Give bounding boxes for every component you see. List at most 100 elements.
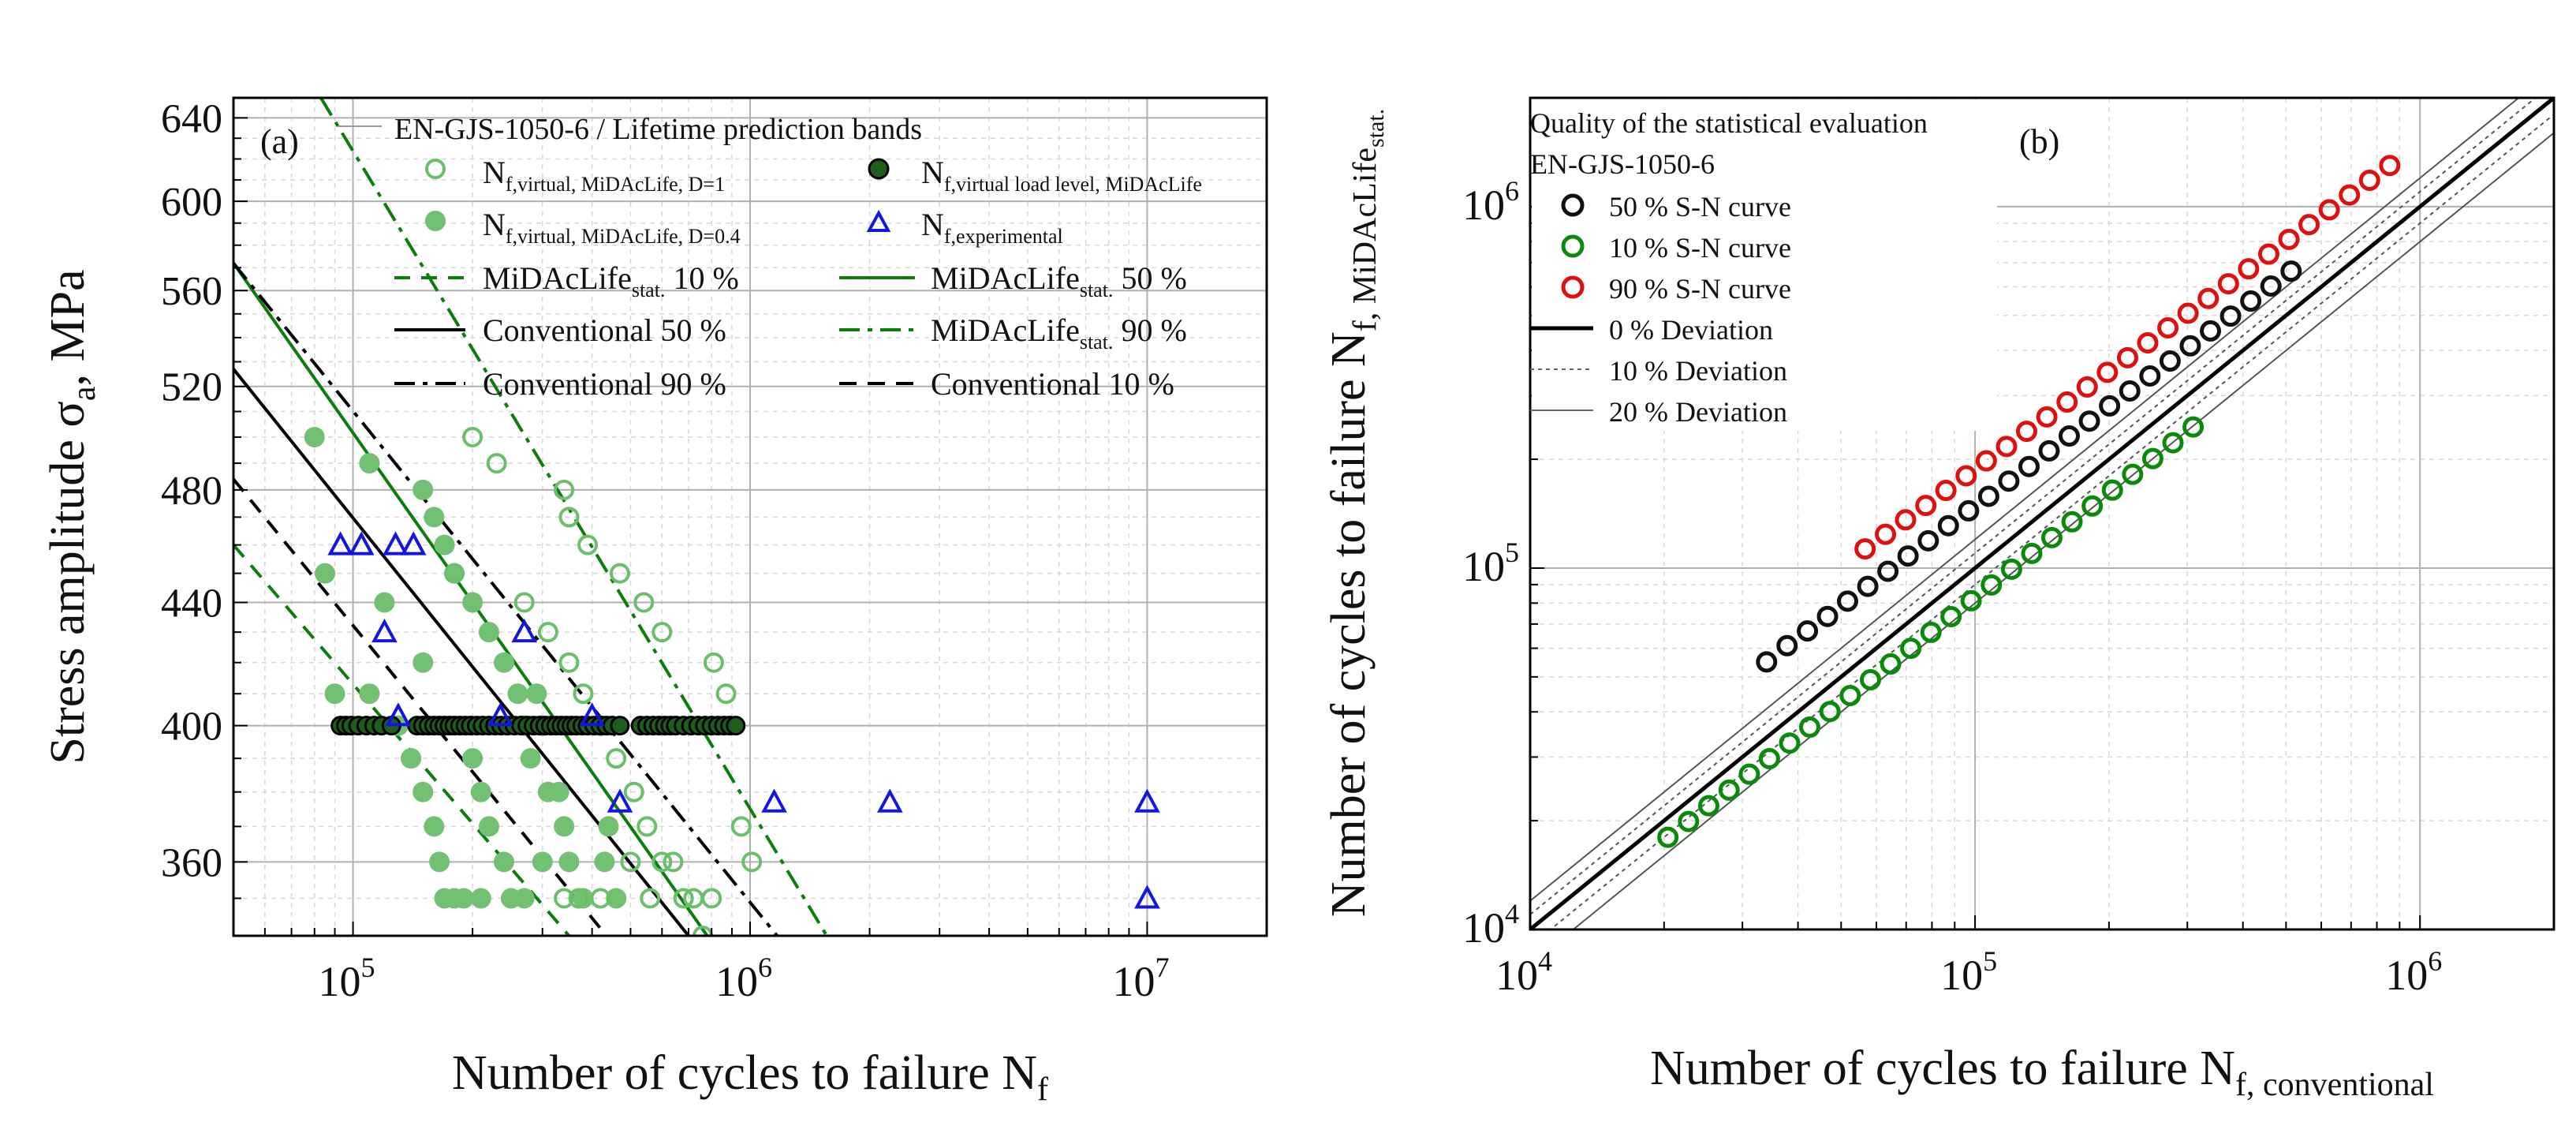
data-point-circle <box>2015 421 2037 443</box>
data-point-circle <box>2056 391 2078 413</box>
data-point-filled <box>493 851 514 873</box>
data-point-filled <box>434 534 455 555</box>
data-point-filled <box>462 592 483 613</box>
panel-a-ylabel: Stress amplitude σa, MPa <box>41 269 103 764</box>
data-point-filled <box>359 453 380 474</box>
data-point-circle <box>2257 243 2279 265</box>
data-point-open <box>663 851 684 873</box>
data-point-circle <box>1981 574 2003 596</box>
data-point-circle <box>2298 214 2320 236</box>
data-point-filled <box>554 816 575 837</box>
data-point-filled <box>359 683 380 705</box>
deviation-line <box>1572 132 2554 929</box>
data-point-filled <box>573 888 594 909</box>
panel-a-legend: EN-GJS-1050-6 / Lifetime prediction band… <box>338 113 1202 402</box>
legend-sn90-marker <box>1561 275 1585 299</box>
data-point-circle <box>1738 763 1760 785</box>
data-point-open <box>637 816 658 837</box>
data-point-open <box>715 683 737 705</box>
data-point-experimental <box>761 788 787 813</box>
series-line <box>233 544 570 936</box>
data-point-circle <box>1958 499 1980 522</box>
panel-b-legend-bg <box>1532 99 1997 431</box>
data-point-circle <box>2021 542 2043 564</box>
panel-b: 104 105 106 104 105 106 (b) Quality of the st… <box>1322 96 2555 1103</box>
data-point-circle <box>1798 716 1820 739</box>
panel-a: 360 400 440 480 520 560 600 640 105 106 107 (a) EN… <box>41 96 1268 1108</box>
legend-item-conv90: Conventional 90 % <box>483 366 726 402</box>
y-tick-label: 105 <box>1462 537 1519 590</box>
x-tick-label: 105 <box>1940 945 1997 999</box>
data-point-dark <box>726 716 746 736</box>
data-point-circle <box>2217 273 2239 295</box>
data-point-experimental <box>327 531 354 555</box>
y-tick-label: 440 <box>161 581 222 626</box>
data-point-circle <box>2200 320 2222 342</box>
data-point-filled <box>413 652 434 673</box>
data-point-open <box>609 563 630 584</box>
data-point-open <box>573 683 594 705</box>
data-point-experimental <box>1134 885 1160 909</box>
data-point-open <box>703 652 724 673</box>
data-point-circle <box>2101 479 2123 501</box>
data-point-circle <box>1756 651 1778 673</box>
data-point-experimental <box>607 788 633 813</box>
data-point-circle <box>2081 495 2104 517</box>
data-point-open <box>568 888 589 909</box>
data-point-circle <box>1697 795 1719 817</box>
y-tick-label: 520 <box>161 365 222 410</box>
data-point-open <box>623 781 644 802</box>
data-point-filled <box>558 851 580 873</box>
data-point-open <box>590 888 611 909</box>
data-point-circle <box>2078 410 2100 432</box>
x-tick-label: 107 <box>1112 952 1169 1005</box>
data-point-circle <box>2058 425 2080 447</box>
data-point-circle <box>2177 302 2199 324</box>
data-point-dark <box>610 716 630 736</box>
data-point-circle <box>2162 432 2184 454</box>
y-tick-label: 360 <box>161 840 222 885</box>
data-point-open <box>651 851 673 873</box>
legend-item-dev0: 0 % Deviation <box>1609 314 1773 346</box>
data-point-circle <box>2197 287 2219 309</box>
data-point-filled <box>429 851 450 873</box>
data-point-circle <box>1975 450 1997 472</box>
data-point-circle <box>1819 701 1841 723</box>
legend-triangle-marker <box>866 209 891 232</box>
data-point-circle <box>2099 395 2121 417</box>
legend-item-dev10: 10 % Deviation <box>1609 355 1787 387</box>
data-point-filled <box>594 851 615 873</box>
legend-item-exp: Nf,experimental <box>921 207 1063 248</box>
data-point-circle <box>1917 529 1939 552</box>
data-point-open <box>444 563 465 584</box>
data-point-circle <box>1897 545 1919 567</box>
data-point-open <box>558 652 580 673</box>
data-point-filled <box>520 748 541 769</box>
y-tick-label: 400 <box>161 705 222 750</box>
data-point-open <box>513 592 535 613</box>
data-point-filled <box>526 683 547 705</box>
legend-b-subtitle: EN-GJS-1050-6 <box>1530 148 1715 180</box>
data-point-open <box>692 926 713 936</box>
deviation-line <box>1530 98 2537 915</box>
x-tick-label: 104 <box>1495 945 1552 999</box>
data-point-circle <box>1816 605 1839 627</box>
y-tick-label: 560 <box>161 269 222 314</box>
data-point-open <box>701 888 722 909</box>
legend-item-dev20: 20 % Deviation <box>1609 396 1787 428</box>
legend-item-mid50: MiDAcLifestat. 50 % <box>931 260 1187 301</box>
data-point-open <box>537 622 558 643</box>
data-point-circle <box>1960 589 1982 612</box>
data-point-circle <box>1657 826 1679 848</box>
data-point-filled <box>507 683 528 705</box>
data-point-open <box>606 748 627 769</box>
data-point-filled <box>324 683 345 705</box>
data-point-circle <box>2159 350 2181 372</box>
data-point-circle <box>2179 335 2201 357</box>
data-point-experimental <box>400 531 427 555</box>
panel-b-legend: Quality of the statistical evaluation EN… <box>1530 99 1997 431</box>
data-point-circle <box>2061 511 2083 533</box>
series-line <box>233 368 690 936</box>
data-point-circle <box>2122 463 2144 485</box>
data-point-open <box>486 453 507 474</box>
